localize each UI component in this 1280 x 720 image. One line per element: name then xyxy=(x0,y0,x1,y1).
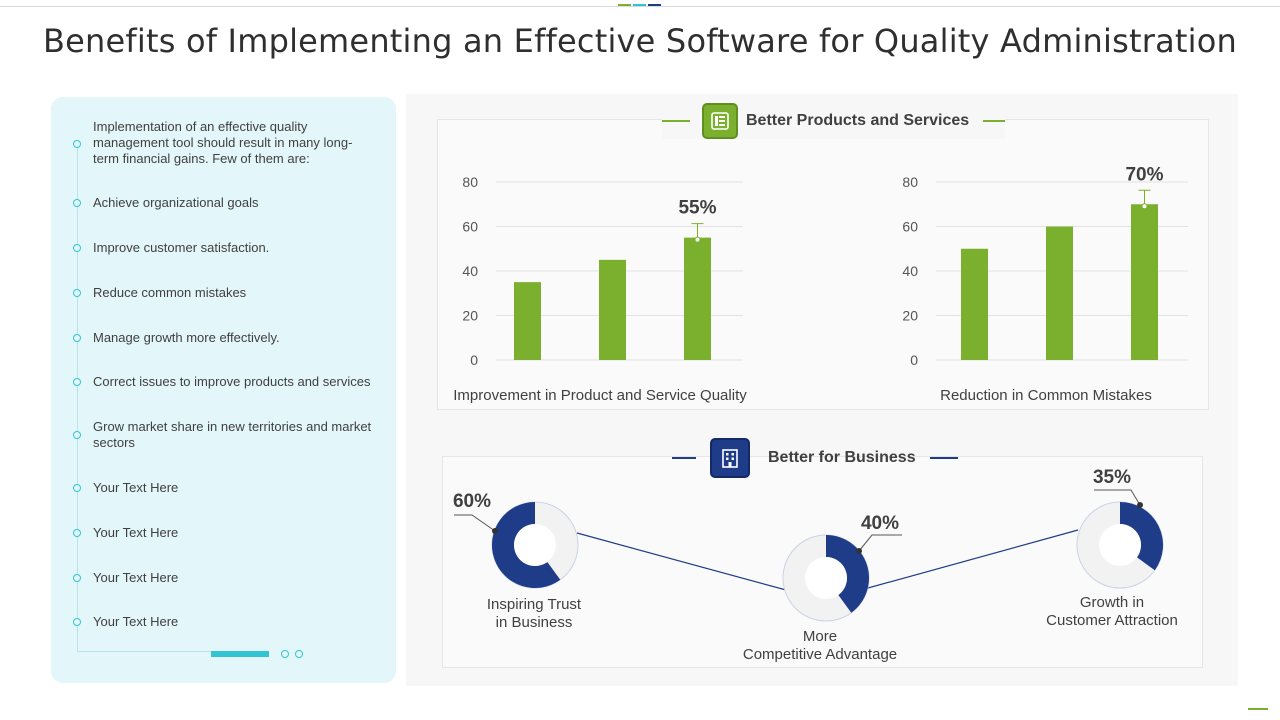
business-section-header: Better for Business xyxy=(672,438,958,478)
donut-label-line2: Customer Attraction xyxy=(1046,612,1178,629)
bullet-icon xyxy=(73,140,81,148)
leader-line xyxy=(1094,489,1141,506)
page-title: Benefits of Implementing an Effective So… xyxy=(42,22,1238,60)
list-item-text: Your Text Here xyxy=(93,614,179,629)
products-card: 0 20 40 60 80 55% Improvement in Product and S… xyxy=(437,119,1209,410)
list-item-text: Improve customer satisfaction. xyxy=(93,240,270,255)
donut-hole xyxy=(805,557,847,599)
pagination-active-bar xyxy=(211,651,269,657)
bar xyxy=(514,282,541,360)
bullet-icon xyxy=(73,199,81,207)
callout-dot xyxy=(1141,203,1148,210)
y-tick-label: 40 xyxy=(902,263,918,279)
bullet-icon xyxy=(73,378,81,386)
pagination-dot xyxy=(281,650,289,658)
leader-dot xyxy=(492,528,498,534)
products-section-title: Better Products and Services xyxy=(746,112,970,129)
document-icon xyxy=(702,103,738,139)
donut-segment xyxy=(826,535,869,613)
list-item-text: Achieve organizational goals xyxy=(93,195,259,210)
bullet-icon xyxy=(73,618,81,626)
top-divider xyxy=(0,6,1280,7)
data-label: 70% xyxy=(1125,164,1163,185)
data-label: 55% xyxy=(678,198,716,219)
donut-segment xyxy=(492,502,561,588)
bullet-icon xyxy=(73,289,81,297)
donut-label-line1: Inspiring Trust xyxy=(487,596,582,613)
x-axis-label: Improvement in Product and Service Quali… xyxy=(453,387,747,404)
y-tick-label: 0 xyxy=(470,352,478,368)
pagination xyxy=(211,650,303,658)
list-item-text: Grow market share in new territories and… xyxy=(93,419,372,450)
bullet-icon xyxy=(73,484,81,492)
header-line xyxy=(662,120,690,122)
bar xyxy=(1046,226,1073,360)
timeline-line xyxy=(77,141,78,651)
leader-dot xyxy=(1137,502,1143,508)
list-item-text: Reduce common mistakes xyxy=(93,285,247,300)
donut-hole xyxy=(1099,524,1141,566)
y-tick-label: 0 xyxy=(910,352,918,368)
products-bar-charts: 0 20 40 60 80 55% Improvement in Product and S… xyxy=(453,164,1188,404)
y-tick-label: 20 xyxy=(462,308,478,324)
list-item-text: Manage growth more effectively. xyxy=(93,330,280,345)
corner-accent xyxy=(1248,708,1268,710)
list-item-text: Your Text Here xyxy=(93,525,179,540)
data-label: 40% xyxy=(861,513,899,534)
bullet-icon xyxy=(73,574,81,582)
bar xyxy=(684,237,711,360)
list-item-text: Correct issues to improve products and s… xyxy=(93,374,371,389)
header-line xyxy=(672,457,696,459)
list-item-text: Your Text Here xyxy=(93,480,179,495)
bullet-icon xyxy=(73,431,81,439)
donut-hole xyxy=(514,524,556,566)
bar xyxy=(961,248,988,360)
list-item-text: Implementation of an effective quality m… xyxy=(93,119,353,166)
building-icon xyxy=(710,438,750,478)
bullet-icon xyxy=(73,244,81,252)
y-tick-label: 80 xyxy=(462,174,478,190)
y-tick-label: 20 xyxy=(902,308,918,324)
donut-label-line1: Growth in xyxy=(1080,594,1144,611)
benefits-list-panel: Implementation of an effective quality m… xyxy=(51,97,396,683)
data-label: 35% xyxy=(1093,467,1131,488)
pagination-dot xyxy=(295,650,303,658)
callout-dot xyxy=(694,236,701,243)
y-tick-label: 80 xyxy=(902,174,918,190)
header-line xyxy=(929,457,958,459)
donut-label-line2: Competitive Advantage xyxy=(743,646,897,663)
donut-label-line1: More xyxy=(803,628,837,645)
timeline-base-line xyxy=(77,651,267,652)
donut-segment xyxy=(1120,502,1163,571)
donut-label-line2: in Business xyxy=(496,614,573,631)
y-tick-label: 60 xyxy=(462,219,478,235)
header-line xyxy=(983,120,1006,122)
bar xyxy=(1131,204,1158,360)
list-item: Implementation of an effective quality m… xyxy=(51,119,396,167)
x-axis-label: Reduction in Common Mistakes xyxy=(940,387,1152,404)
y-tick-label: 40 xyxy=(462,263,478,279)
bullet-icon xyxy=(73,529,81,537)
leader-dot xyxy=(856,548,862,554)
products-section-header: Better Products and Services xyxy=(662,103,1006,139)
list-item-text: Your Text Here xyxy=(93,570,179,585)
bar xyxy=(599,259,626,360)
bullet-icon xyxy=(73,334,81,342)
leader-line xyxy=(454,514,496,532)
y-tick-label: 60 xyxy=(902,219,918,235)
top-accent-marks xyxy=(618,4,661,6)
data-label: 60% xyxy=(453,491,491,512)
leader-line xyxy=(858,534,902,552)
business-section-title: Better for Business xyxy=(768,449,916,466)
